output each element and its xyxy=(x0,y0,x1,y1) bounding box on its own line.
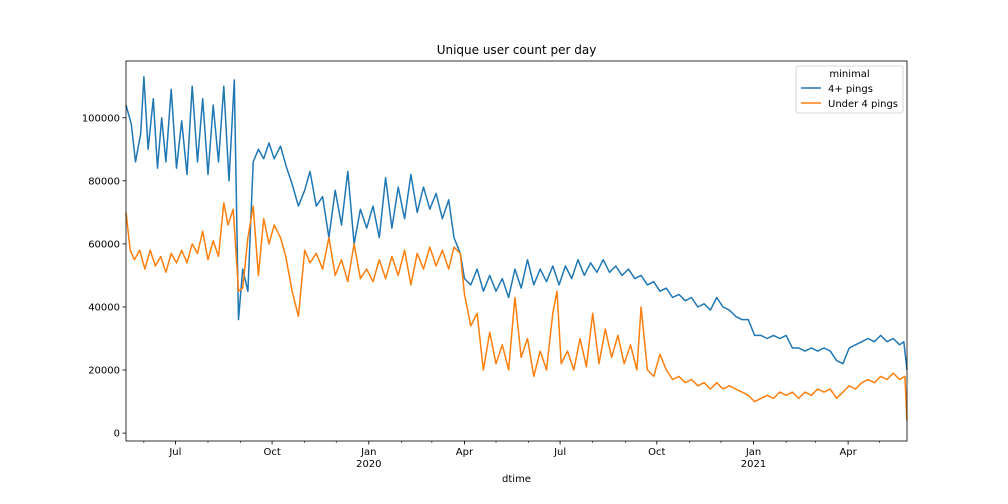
y-tick-label: 100000 xyxy=(82,113,120,124)
plot-area-frame xyxy=(125,60,908,442)
y-tick-label: 40000 xyxy=(88,302,120,313)
x-tick-label: Jan xyxy=(360,447,376,458)
y-tick-label: 20000 xyxy=(88,366,120,377)
x-tick-label: Jul xyxy=(553,447,566,458)
y-axis: 0 20000 40000 60000 80000 100000 xyxy=(82,113,126,440)
legend-title: minimal xyxy=(829,69,869,80)
chart-title: Unique user count per day xyxy=(437,43,597,57)
x-tick-label: Apr xyxy=(456,447,474,458)
x-tick-label: Oct xyxy=(263,447,280,458)
y-tick-label: 80000 xyxy=(88,176,120,187)
legend[interactable]: minimal 4+ pings Under 4 pings xyxy=(795,65,904,114)
series-line-4-pings xyxy=(125,76,908,371)
x-tick-label: Apr xyxy=(839,447,857,458)
y-tick-label: 0 xyxy=(114,429,120,440)
x-tick-label: Jul xyxy=(168,447,181,458)
series-line-under-4-pings xyxy=(125,202,908,421)
legend-label-4plus-pings: 4+ pings xyxy=(828,84,873,95)
legend-label-under-4-pings: Under 4 pings xyxy=(828,99,898,110)
x-axis-title: dtime xyxy=(502,474,531,485)
y-tick-label: 60000 xyxy=(88,239,120,250)
legend-box xyxy=(795,65,904,114)
x-tick-year-label: 2020 xyxy=(356,459,381,470)
x-tick-label: Jan xyxy=(745,447,761,458)
x-tick-label: Oct xyxy=(648,447,665,458)
x-tick-year-label: 2021 xyxy=(741,459,766,470)
series-layer xyxy=(125,76,908,421)
